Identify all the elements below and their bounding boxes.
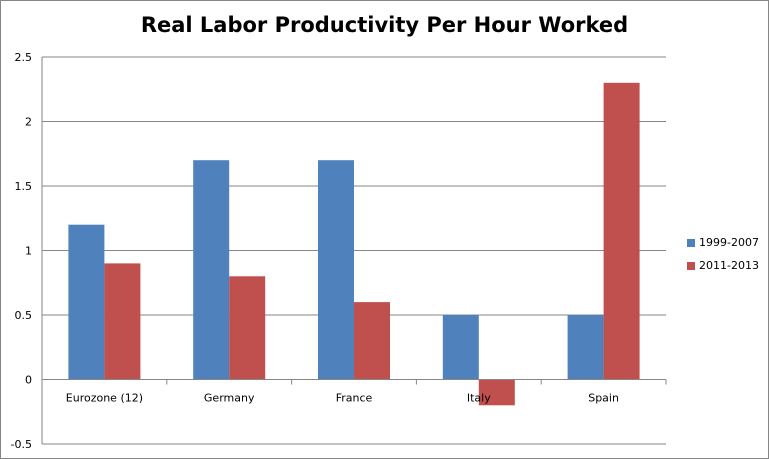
legend-item-series-2: 2011-2013 [687,254,759,277]
bar-series-2-1 [229,276,266,380]
x-tick-label-1: Germany [204,392,255,405]
legend-swatch-series-1 [687,238,695,247]
y-tick-label-1: 0 [25,374,32,387]
x-tick-label-0: Eurozone (12) [66,392,143,405]
y-tick-label-3: 1 [25,245,32,258]
x-tick-label-3: Italy [467,392,491,405]
legend-label-series-2: 2011-2013 [699,259,759,272]
bar-series-1-0 [68,224,105,380]
legend-label-series-1: 1999-2007 [699,236,759,249]
bar-series-2-4 [603,82,640,380]
y-tick-label-4: 1.5 [15,180,33,193]
chart-title: Real Labor Productivity Per Hour Worked [140,13,629,37]
x-tick-label-4: Spain [588,392,619,405]
x-tick-label-2: France [336,392,373,405]
y-tick-label-5: 2 [25,116,32,129]
bar-series-1-1 [193,160,230,380]
legend-swatch-series-2 [687,261,695,270]
y-tick-label-0: -0.5 [11,438,32,451]
bar-series-1-2 [318,160,354,380]
y-tick-label-2: 0.5 [15,309,33,322]
bar-series-2-0 [104,263,141,380]
y-tick-label-6: 2.5 [15,51,33,64]
bar-series-2-3 [478,379,515,406]
legend-item-series-1: 1999-2007 [687,231,759,254]
bar-series-2-2 [354,302,390,380]
bar-series-1-3 [442,315,479,380]
legend: 1999-2007 2011-2013 [687,231,759,277]
bar-series-1-4 [567,315,604,380]
